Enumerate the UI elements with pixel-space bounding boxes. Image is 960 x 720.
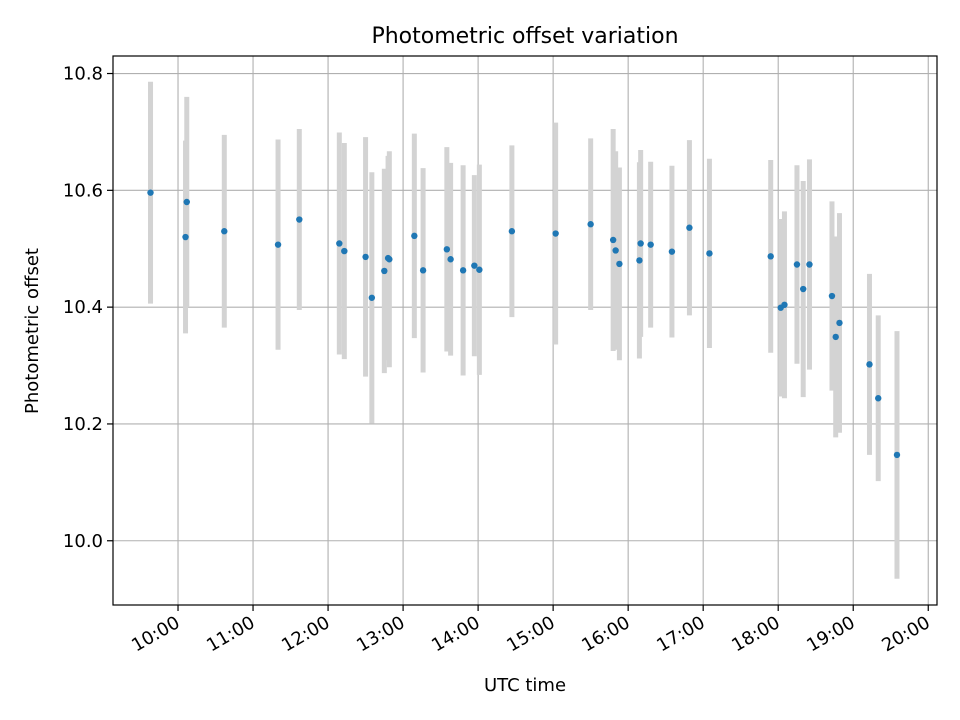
data-point (587, 221, 594, 228)
data-point (706, 250, 713, 257)
data-point (893, 451, 901, 459)
data-point (793, 261, 801, 268)
data-point (616, 260, 623, 268)
data-point (419, 267, 427, 274)
y-tick-label: 10.8 (63, 64, 103, 85)
data-point (832, 333, 839, 341)
data-point (411, 232, 418, 240)
x-axis-label: UTC time (484, 675, 566, 696)
data-point (476, 266, 483, 273)
data-point (800, 285, 807, 293)
data-point (552, 230, 559, 237)
y-axis-label: Photometric offset (22, 248, 43, 414)
y-tick-label: 10.2 (63, 414, 103, 435)
data-point (296, 216, 303, 223)
y-tick-label: 10.6 (63, 180, 103, 201)
data-point (612, 247, 619, 254)
data-point (341, 247, 348, 255)
data-point (368, 294, 376, 301)
data-point (636, 257, 643, 264)
data-point (668, 248, 676, 255)
data-point (836, 319, 843, 327)
data-point (806, 261, 813, 268)
data-point (647, 241, 654, 248)
data-point (866, 361, 873, 368)
grid (113, 56, 937, 605)
data-point (386, 256, 393, 263)
data-point (609, 236, 617, 244)
y-tick-label: 10.4 (63, 297, 103, 318)
data-point (767, 253, 774, 260)
data-point (381, 267, 388, 275)
data-points (147, 189, 901, 459)
chart-title: Photometric offset variation (371, 24, 678, 49)
data-point (471, 262, 478, 269)
data-point (336, 240, 343, 247)
y-tick-label: 10.0 (63, 531, 103, 552)
plot-frame (112, 55, 938, 606)
data-point (875, 395, 882, 402)
data-point (182, 233, 189, 241)
y-axis-ticks: 10.0 10.2 10.4 10.6 10.8 (63, 64, 113, 552)
data-point (274, 241, 282, 248)
data-point (781, 301, 788, 309)
data-point (183, 198, 190, 206)
data-point (447, 256, 454, 263)
data-point (459, 267, 467, 274)
data-point (508, 228, 516, 235)
data-point (686, 224, 693, 231)
data-point (147, 189, 154, 196)
data-point (221, 228, 228, 235)
data-point (828, 292, 836, 300)
data-point (443, 246, 451, 253)
data-point (362, 253, 369, 261)
data-point (637, 240, 644, 247)
